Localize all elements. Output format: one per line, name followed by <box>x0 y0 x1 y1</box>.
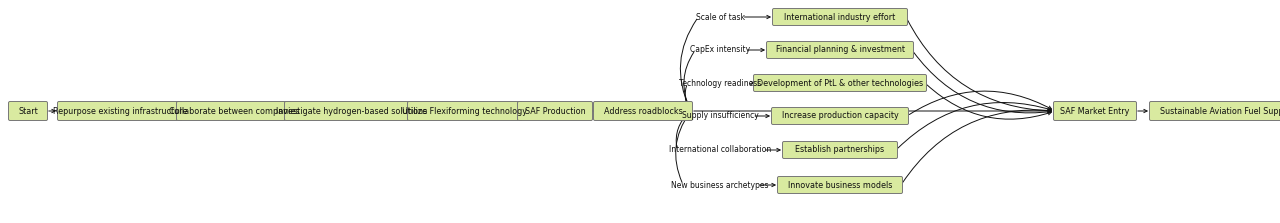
Text: International collaboration: International collaboration <box>669 145 771 155</box>
FancyBboxPatch shape <box>407 101 522 120</box>
FancyBboxPatch shape <box>777 176 902 194</box>
Text: SAF Market Entry: SAF Market Entry <box>1060 107 1130 116</box>
Text: Investigate hydrogen-based solutions: Investigate hydrogen-based solutions <box>276 107 428 116</box>
FancyBboxPatch shape <box>773 8 908 25</box>
Text: Collaborate between companies: Collaborate between companies <box>169 107 300 116</box>
FancyBboxPatch shape <box>594 101 692 120</box>
FancyBboxPatch shape <box>772 107 909 124</box>
FancyBboxPatch shape <box>517 101 593 120</box>
FancyBboxPatch shape <box>767 41 914 58</box>
Text: Financial planning & investment: Financial planning & investment <box>776 45 905 54</box>
FancyBboxPatch shape <box>284 101 420 120</box>
Text: Sustainable Aviation Fuel Supply: Sustainable Aviation Fuel Supply <box>1160 107 1280 116</box>
Text: CapEx intensity: CapEx intensity <box>690 45 750 54</box>
Text: Utilize Flexiforming technology: Utilize Flexiforming technology <box>402 107 527 116</box>
Text: Innovate business models: Innovate business models <box>787 180 892 190</box>
FancyBboxPatch shape <box>177 101 292 120</box>
Text: New business archetypes: New business archetypes <box>671 180 769 190</box>
Text: Increase production capacity: Increase production capacity <box>782 112 899 120</box>
FancyBboxPatch shape <box>1053 101 1137 120</box>
Text: Establish partnerships: Establish partnerships <box>795 145 884 155</box>
FancyBboxPatch shape <box>754 74 927 91</box>
Text: SAF Production: SAF Production <box>525 107 585 116</box>
Text: Scale of task: Scale of task <box>695 12 745 21</box>
Text: Start: Start <box>18 107 38 116</box>
Text: Development of PtL & other technologies: Development of PtL & other technologies <box>756 78 923 87</box>
Text: Technology readiness: Technology readiness <box>678 78 762 87</box>
FancyBboxPatch shape <box>58 101 183 120</box>
Text: Repurpose existing infrastructure: Repurpose existing infrastructure <box>52 107 187 116</box>
Text: Supply insufficiency: Supply insufficiency <box>682 112 758 120</box>
FancyBboxPatch shape <box>1149 101 1280 120</box>
Text: International industry effort: International industry effort <box>785 12 896 21</box>
FancyBboxPatch shape <box>9 101 47 120</box>
Text: Address roadblocks: Address roadblocks <box>604 107 682 116</box>
FancyBboxPatch shape <box>782 142 897 159</box>
